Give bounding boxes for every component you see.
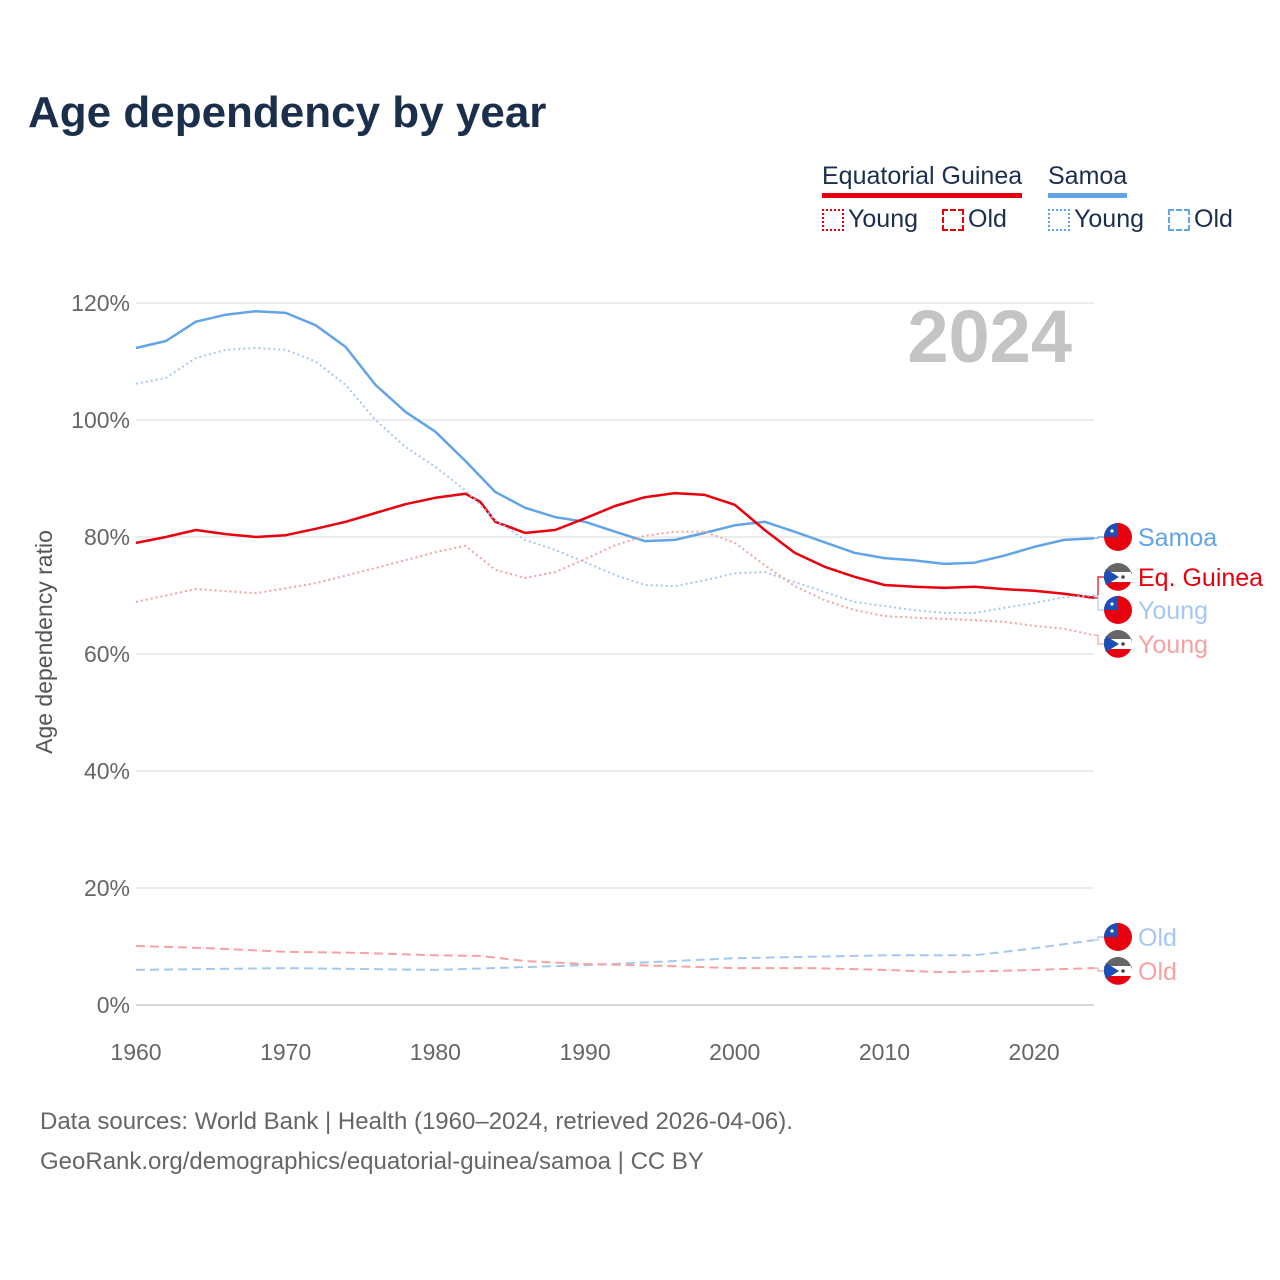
footer-sources: Data sources: World Bank | Health (1960–…	[40, 1108, 793, 1135]
x-tick-label: 1960	[110, 1039, 161, 1065]
legend-label: Young	[1074, 205, 1144, 233]
flag-star	[1110, 529, 1114, 533]
y-axis-label: Age dependency ratio	[31, 530, 57, 754]
series-line-samoa-old	[135, 939, 1095, 971]
flag-green-band	[1104, 563, 1132, 577]
eq-guinea-flag-icon	[1104, 957, 1132, 985]
x-tick-label: 2020	[1009, 1039, 1060, 1065]
legend-country-label: Equatorial Guinea	[822, 162, 1023, 198]
label-connector	[1094, 936, 1104, 941]
y-tick-label: 40%	[84, 758, 130, 784]
series-line-equatorial-guinea-young	[135, 530, 1095, 637]
flag-star	[1110, 929, 1114, 933]
flag-triangle	[1104, 569, 1119, 585]
legend-country-label: Samoa	[1048, 162, 1128, 198]
flag-green-band	[1104, 957, 1132, 971]
legend-samoa-young[interactable]: Young	[1048, 205, 1144, 234]
flag-emblem	[1121, 575, 1125, 579]
legend-samoa-old[interactable]: Old	[1168, 205, 1233, 234]
y-tick-label: 60%	[84, 641, 130, 667]
label-connector	[1094, 594, 1104, 611]
x-tick-label: 2010	[859, 1039, 910, 1065]
flag-triangle	[1104, 636, 1119, 652]
eq-guinea-flag-icon	[1104, 563, 1132, 591]
chart-title: Age dependency by year	[28, 88, 547, 137]
line-chart: 2024 0% 20% 40% 60% 80% 100% 120% 1960 1970 1980 1…	[31, 290, 1263, 1065]
flag-emblem	[1121, 642, 1125, 646]
x-tick-label: 1970	[260, 1039, 311, 1065]
legend-group-samoa[interactable]: Samoa	[1048, 162, 1128, 198]
y-tick-label: 80%	[84, 524, 130, 550]
dotted-swatch-icon	[822, 208, 844, 231]
series-end-label: Samoa	[1138, 524, 1217, 552]
series-line-equatorial-guinea-old	[135, 944, 1095, 974]
y-tick-label: 100%	[71, 407, 130, 433]
x-tick-label: 2000	[709, 1039, 760, 1065]
flag-emblem	[1121, 969, 1125, 973]
flag-star	[1110, 602, 1114, 606]
footer-link[interactable]: GeoRank.org/demographics/equatorial-guin…	[40, 1148, 704, 1175]
label-connector	[1094, 634, 1104, 645]
samoa-flag-icon	[1104, 523, 1132, 551]
dotted-swatch-icon	[1048, 208, 1070, 231]
label-connector	[1094, 576, 1104, 599]
legend-eq-guinea-young[interactable]: Young	[822, 205, 918, 234]
year-watermark: 2024	[907, 295, 1072, 378]
y-tick-label: 0%	[97, 992, 130, 1018]
samoa-flag-icon	[1104, 923, 1132, 951]
series-end-label: Young	[1138, 631, 1208, 659]
legend-group-eq-guinea[interactable]: Equatorial Guinea	[822, 162, 1023, 198]
dashed-swatch-icon	[1168, 208, 1190, 231]
y-tick-label: 20%	[84, 875, 130, 901]
series-line-samoa-young	[135, 347, 1095, 614]
dashed-swatch-icon	[942, 208, 964, 231]
legend-label: Old	[1194, 205, 1233, 233]
legend-label: Young	[848, 205, 918, 233]
x-tick-label: 1980	[410, 1039, 461, 1065]
flag-red-band	[1105, 976, 1131, 985]
x-tick-label: 1990	[559, 1039, 610, 1065]
flag-triangle	[1104, 963, 1119, 979]
label-connector	[1094, 536, 1104, 539]
legend-label: Old	[968, 205, 1007, 233]
flag-green-band	[1104, 630, 1132, 644]
samoa-flag-icon	[1104, 596, 1132, 624]
label-connector	[1094, 967, 1104, 972]
series-end-label: Young	[1138, 597, 1208, 625]
legend-eq-guinea-old[interactable]: Old	[942, 205, 1007, 234]
series-end-label: Eq. Guinea	[1138, 564, 1263, 592]
flag-red-band	[1105, 582, 1131, 591]
series-line-samoa	[135, 309, 1095, 566]
series-line-equatorial-guinea	[135, 491, 1095, 600]
flag-red-band	[1105, 649, 1131, 658]
series-end-label: Old	[1138, 924, 1177, 952]
y-tick-label: 120%	[71, 290, 130, 316]
eq-guinea-flag-icon	[1104, 630, 1132, 658]
series-end-label: Old	[1138, 958, 1177, 986]
